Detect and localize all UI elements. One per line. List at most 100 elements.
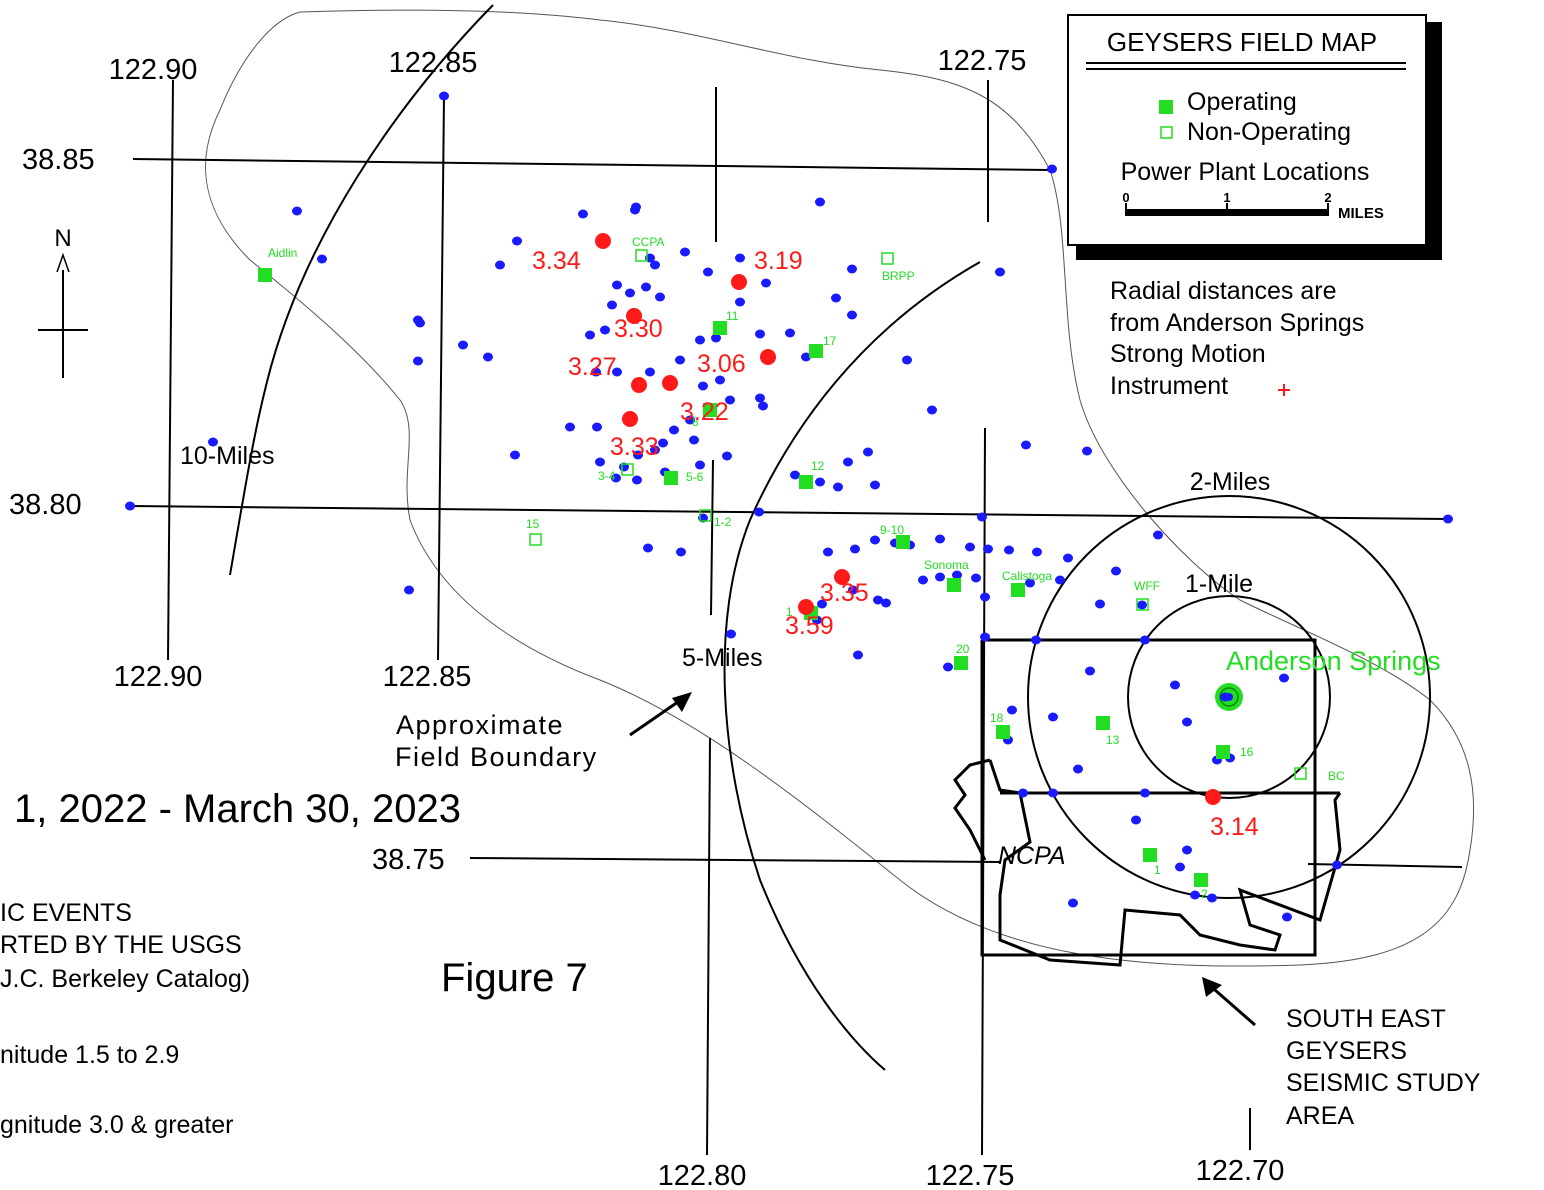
power-plant-label-6: 5-6 [686,470,704,484]
large-event-5 [760,349,776,365]
power-plant-label-7: 3-4 [598,469,616,483]
power-plant-13: Calistoga [1002,569,1052,597]
seismic-event-65 [843,457,853,467]
seismic-event-78 [977,512,987,522]
two-mile-ring [1027,495,1431,899]
power-plant-label-2: BRPP [882,269,915,283]
power-plant-label-10: 15 [526,517,540,531]
power-plant-18: 13 [1096,716,1120,747]
events-caption-line-2: RTED BY THE USGS [0,931,242,959]
seismic-event-68 [815,477,825,487]
seismic-event-29 [655,292,665,302]
power-plant-label-5: 8 [692,415,699,429]
magnitude-label-0: 3.34 [532,247,581,275]
seismic-event-131 [1068,898,1078,908]
power-plant-1: CCPA [632,235,664,262]
seismic-event-132 [1279,673,1289,683]
power-plant-label-12: Sonoma [924,558,969,572]
power-plant-6: 5-6 [664,470,704,485]
five-miles-label: 5-Miles [682,644,763,672]
power-plant-label-17: 18 [990,711,1004,725]
seismic-event-114 [1085,666,1095,676]
seismic-event-136 [726,629,736,639]
large-event-8 [798,599,814,615]
seismic-event-109 [853,650,863,660]
seismic-event-103 [1137,600,1147,610]
seismic-event-43 [801,352,811,362]
seismic-event-52 [633,450,643,460]
legend-non-operating: Non-Operating [1187,118,1351,146]
legend-caption: Power Plant Locations [1121,158,1370,186]
seismic-event-116 [1048,712,1058,722]
study-area-arrowhead [1202,977,1222,997]
seismic-event-47 [685,415,695,425]
lat-label-3885: 38.85 [22,144,95,176]
magnitude-label-3: 3.27 [568,353,617,381]
seismic-event-127 [1182,845,1192,855]
power-plant-label-3: 11 [726,309,739,323]
magnitude-label-4: 3.06 [697,350,746,378]
seismic-event-129 [1207,893,1217,903]
seismic-event-42 [785,328,795,338]
scale-tick-1: 1 [1223,190,1230,205]
power-plant-8: 12 [799,459,825,489]
power-plant-14: WFF [1134,579,1160,611]
seismic-event-15 [630,205,640,215]
one-mile-ring [1127,595,1331,799]
seismic-event-126 [1131,815,1141,825]
power-plant-2: BRPP [881,252,915,283]
seismic-event-122 [1073,764,1083,774]
seismic-event-125 [1140,788,1150,798]
seismic-event-69 [847,310,857,320]
magnitude-label-2: 3.30 [614,315,663,343]
boundary-label-line-2: Field Boundary [395,742,598,772]
seismic-event-90 [1004,545,1014,555]
seismic-event-58 [632,475,642,485]
lon-line-12280-mid [710,459,714,616]
lon-label-top-12290: 122.90 [109,54,198,86]
ncpa-boundary [988,759,1342,967]
seismic-event-123 [1018,788,1028,798]
power-plant-label-1: CCPA [632,235,664,249]
boundary-label-line-1: Approximate [396,710,564,740]
power-plant-11: 9-10 [880,523,910,549]
lon-label-top-12285: 122.85 [389,47,478,79]
seismic-event-70 [902,355,912,365]
seismic-event-135 [1220,692,1230,702]
seismic-event-113 [943,662,953,672]
lon-label-top-12275: 122.75 [938,45,1027,77]
seismic-event-72 [1021,440,1031,450]
seismic-event-1 [292,206,302,216]
seismic-event-82 [823,547,833,557]
power-plant-3: 11 [713,309,739,335]
seismic-event-112 [1140,635,1150,645]
seismic-event-133 [1282,912,1292,922]
seismic-event-39 [698,381,708,391]
ncpa-west-edge [953,758,991,861]
seismic-event-38 [711,333,721,343]
power-plant-label-8: 12 [811,459,825,473]
seismic-event-87 [935,534,945,544]
scale-unit: MILES [1338,205,1384,222]
seismic-event-61 [722,451,732,461]
large-event-9 [1205,789,1221,805]
seismic-event-27 [625,288,635,298]
power-plant-9: 1-2 [699,509,732,529]
large-event-6 [622,411,638,427]
magnitude-label-1: 3.19 [754,247,803,275]
lon-label-bottom-12280: 122.80 [658,1160,747,1190]
seismic-event-73 [1082,446,1092,456]
lon-label-bottom-12270: 122.70 [1196,1155,1285,1187]
lat-label-3875: 38.75 [372,844,445,876]
large-event-3 [631,377,647,393]
one-mile-label: 1-Mile [1185,570,1253,598]
seismic-event-19 [703,267,713,277]
seismic-event-25 [831,293,841,303]
large-magnitude-label: gnitude 3.0 & greater [0,1111,234,1139]
radial-note-line-4: Instrument [1110,372,1228,400]
legend: GEYSERS FIELD MAP Operating Non-Operatin… [1067,14,1442,260]
operating-swatch [1159,100,1173,114]
lat-line-3875-east [1307,863,1463,868]
power-plant-label-22: 2 [1201,887,1208,901]
